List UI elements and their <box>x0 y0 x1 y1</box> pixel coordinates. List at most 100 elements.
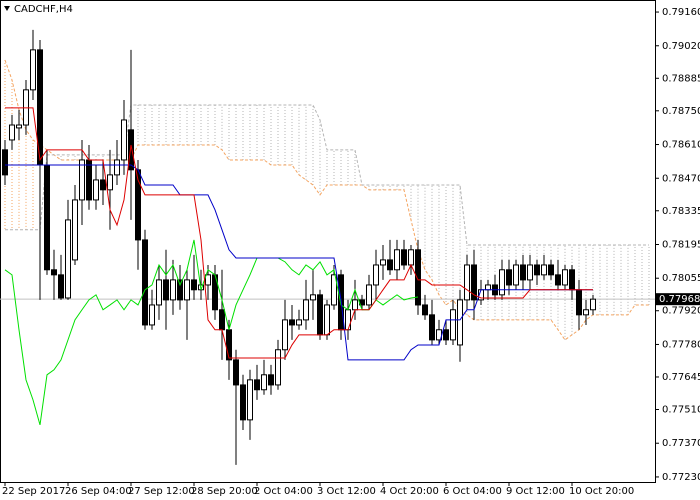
y-tick-label: 0.78470 <box>662 173 700 184</box>
candle-body <box>450 309 456 341</box>
candle-body <box>142 239 148 326</box>
candle-body <box>296 319 302 326</box>
candle-body <box>282 319 288 351</box>
x-tick-label: 6 Oct 04:00 <box>443 486 502 497</box>
candle-body <box>121 119 127 161</box>
candle-body <box>310 294 316 301</box>
candle-body <box>527 264 533 281</box>
y-tick-label: 0.78885 <box>662 73 700 84</box>
candle-body <box>464 264 470 301</box>
y-tick-label: 0.77645 <box>662 372 700 383</box>
candle-body <box>443 329 449 341</box>
candle-body <box>100 179 106 191</box>
candle-body <box>86 159 92 201</box>
y-tick-label: 0.77510 <box>662 404 700 415</box>
candle-body <box>520 264 526 281</box>
x-tick-label: 10 Oct 20:00 <box>569 486 634 497</box>
last-price-label: 0.77968 <box>659 294 700 305</box>
y-tick-label: 0.79020 <box>662 41 700 52</box>
candle-body <box>107 174 113 191</box>
candle-body <box>240 384 246 421</box>
candle-body <box>506 269 512 286</box>
candle-body <box>289 319 295 326</box>
candle-body <box>233 359 239 386</box>
indicator-line <box>5 164 593 361</box>
candle-body <box>471 264 477 301</box>
candle-body <box>226 329 232 361</box>
candle-body <box>72 199 78 261</box>
plot-frame <box>0 0 656 483</box>
y-tick-label: 0.77370 <box>662 438 700 449</box>
y-tick-label: 0.79160 <box>662 7 700 18</box>
x-tick-label: 3 Oct 12:00 <box>317 486 376 497</box>
x-tick-label: 22 Sep 2017 <box>2 486 65 497</box>
y-tick-label: 0.78750 <box>662 106 700 117</box>
x-tick-label: 2 Oct 04:00 <box>254 486 313 497</box>
candle-body <box>394 249 400 271</box>
candle-body <box>268 374 274 386</box>
candle-body <box>205 274 211 286</box>
candle-body <box>457 299 463 346</box>
candle-body <box>65 219 71 299</box>
menu-arrow[interactable] <box>4 6 10 11</box>
candle-body <box>191 279 197 291</box>
candle-body <box>58 274 64 299</box>
candle-body <box>261 374 267 391</box>
candle-body <box>415 249 421 306</box>
candle-body <box>408 249 414 266</box>
candle-body <box>177 279 183 301</box>
candle-body <box>170 279 176 301</box>
candle-body <box>324 304 330 336</box>
candle-body <box>275 349 281 386</box>
candle-body <box>114 159 120 176</box>
y-tick-label: 0.78195 <box>662 239 700 250</box>
y-tick-label: 0.77780 <box>662 339 700 350</box>
candle-body <box>555 274 561 286</box>
candle-body <box>590 298 596 311</box>
y-tick-label: 0.77920 <box>662 306 700 317</box>
y-tick-label: 0.78335 <box>662 206 700 217</box>
candle-body <box>562 269 568 286</box>
candle-body <box>2 149 8 176</box>
indicator-line <box>4 59 649 341</box>
x-tick-label: 28 Sep 20:00 <box>191 486 258 497</box>
x-tick-label: 26 Sep 04:00 <box>65 486 132 497</box>
candle-body <box>44 164 50 271</box>
candle-body <box>373 264 379 286</box>
x-tick-label: 9 Oct 12:00 <box>506 486 565 497</box>
candle-body <box>149 304 155 326</box>
candle-body <box>513 264 519 286</box>
candle-body <box>485 284 491 291</box>
candle-body <box>534 264 540 276</box>
candle-body <box>380 259 386 266</box>
candle-body <box>128 129 134 171</box>
candle-body <box>422 304 428 316</box>
candle-body <box>583 309 589 316</box>
candle-body <box>366 284 372 306</box>
candle-body <box>303 299 309 321</box>
indicator-line <box>4 239 419 426</box>
indicator-line <box>5 107 593 359</box>
candle-body <box>93 179 99 201</box>
x-tick-label: 27 Sep 12:00 <box>128 486 195 497</box>
candle-body <box>30 49 36 91</box>
candle-body <box>317 294 323 336</box>
candle-body <box>352 299 358 311</box>
candle-body <box>345 309 351 331</box>
candle-body <box>541 264 547 276</box>
candle-body <box>16 124 22 129</box>
y-tick-label: 0.78610 <box>662 140 700 151</box>
candle-body <box>429 314 435 341</box>
candle-body <box>9 124 15 141</box>
candle-body <box>548 264 554 276</box>
candle-body <box>387 259 393 271</box>
x-tick-label: 4 Oct 20:00 <box>380 486 439 497</box>
candle-body <box>184 279 190 301</box>
candle-body <box>499 269 505 296</box>
y-tick-label: 0.77230 <box>662 472 700 483</box>
candle-body <box>156 279 162 306</box>
candle-body <box>331 274 337 306</box>
candle-body <box>576 289 582 316</box>
